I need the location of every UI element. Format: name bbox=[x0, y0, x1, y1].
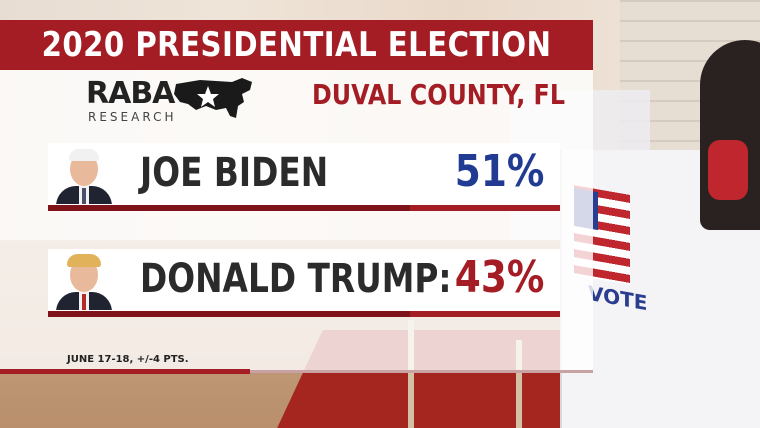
booth-leg bbox=[408, 320, 414, 428]
candidate-percent: 51% bbox=[454, 146, 544, 197]
poll-footnote: JUNE 17-18, +/-4 PTS. bbox=[67, 354, 189, 365]
booth-leg bbox=[516, 340, 522, 428]
raba-research-logo: RABA RESEARCH bbox=[86, 76, 266, 128]
graphic-title: 2020 PRESIDENTIAL ELECTION bbox=[41, 25, 552, 65]
row-underline-accent bbox=[48, 205, 410, 211]
voter-figure bbox=[700, 40, 760, 230]
candidate-name: JOE BIDEN bbox=[140, 150, 329, 196]
title-bar bbox=[0, 20, 593, 70]
us-map-star-icon bbox=[174, 78, 252, 118]
logo-subtitle: RESEARCH bbox=[88, 110, 177, 124]
voter-sleeve bbox=[708, 140, 748, 200]
candidate-percent: 43% bbox=[454, 252, 544, 303]
bottom-accent-bar bbox=[0, 369, 250, 374]
candidate-photo-biden bbox=[52, 146, 116, 204]
logo-word: RABA bbox=[86, 76, 175, 111]
row-underline-accent bbox=[48, 311, 410, 317]
county-label: DUVAL COUNTY, FL bbox=[312, 78, 565, 111]
candidate-row bbox=[48, 249, 560, 311]
candidate-name: DONALD TRUMP: bbox=[140, 256, 452, 302]
candidate-photo-trump bbox=[52, 252, 116, 310]
candidate-row bbox=[48, 143, 560, 205]
bottom-rule bbox=[250, 370, 593, 373]
